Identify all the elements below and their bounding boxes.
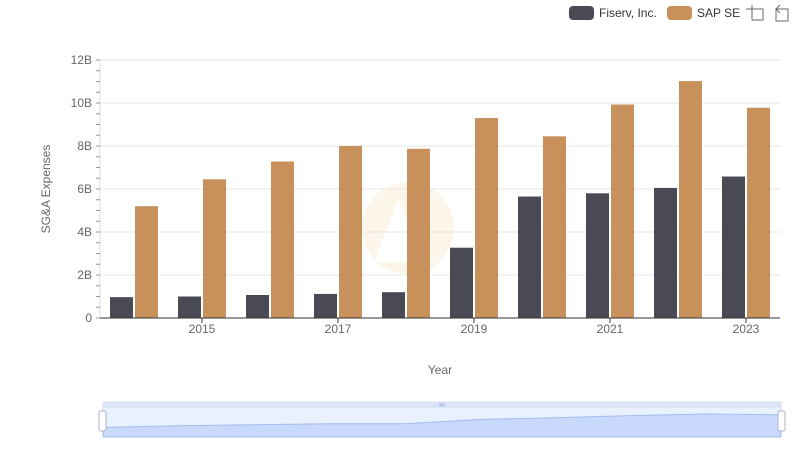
x-tick-label: 2021 bbox=[597, 322, 624, 336]
bar-fiserv-2014[interactable] bbox=[110, 297, 133, 318]
restore-icon[interactable] bbox=[775, 4, 789, 22]
y-tick-label: 12B bbox=[71, 53, 92, 67]
bar-fiserv-2020[interactable] bbox=[518, 196, 541, 318]
bar-sap-2022[interactable] bbox=[679, 81, 702, 318]
x-tick-label: 2019 bbox=[461, 322, 488, 336]
bar-sap-2014[interactable] bbox=[135, 206, 158, 318]
data-zoom-handle-left[interactable] bbox=[98, 410, 107, 432]
legend-item-sap[interactable]: SAP SE bbox=[667, 6, 740, 20]
legend-label-sap: SAP SE bbox=[697, 6, 740, 20]
y-axis: 0 2B 4B 6B 8B 10B 12B bbox=[71, 53, 101, 325]
data-zoom-slider[interactable] bbox=[98, 401, 786, 438]
bar-sap-2016[interactable] bbox=[271, 161, 294, 318]
bar-sap-2019[interactable] bbox=[475, 118, 498, 318]
legend-swatch-fiserv bbox=[569, 6, 594, 20]
y-axis-title: SG&A Expenses bbox=[39, 145, 53, 234]
x-tick-label: 2023 bbox=[733, 322, 760, 336]
bar-fiserv-2021[interactable] bbox=[586, 193, 609, 318]
y-tick-label: 8B bbox=[77, 139, 92, 153]
x-axis-title: Year bbox=[428, 363, 452, 377]
y-tick-label: 2B bbox=[77, 268, 92, 282]
zoom-icon[interactable] bbox=[746, 5, 764, 21]
legend-swatch-sap bbox=[667, 6, 692, 20]
y-tick-label: 0 bbox=[85, 311, 92, 325]
legend[interactable]: Fiserv, Inc. SAP SE bbox=[569, 6, 740, 20]
data-zoom-handle-right[interactable] bbox=[777, 410, 786, 432]
bar-fiserv-2019[interactable] bbox=[450, 247, 473, 318]
bars bbox=[110, 81, 770, 318]
bar-sap-2018[interactable] bbox=[407, 148, 430, 318]
x-tick-label: 2015 bbox=[189, 322, 216, 336]
bar-fiserv-2018[interactable] bbox=[382, 292, 405, 318]
y-tick-label: 6B bbox=[77, 182, 92, 196]
bar-sap-2021[interactable] bbox=[611, 104, 634, 318]
bar-fiserv-2023[interactable] bbox=[722, 176, 745, 318]
bar-fiserv-2016[interactable] bbox=[246, 294, 269, 318]
legend-item-fiserv[interactable]: Fiserv, Inc. bbox=[569, 6, 657, 20]
data-zoom-drag-grip-icon[interactable] bbox=[439, 403, 445, 407]
bar-sap-2015[interactable] bbox=[203, 179, 226, 318]
bar-fiserv-2015[interactable] bbox=[178, 296, 201, 319]
bar-sap-2023[interactable] bbox=[747, 107, 770, 318]
y-tick-label: 4B bbox=[77, 225, 92, 239]
y-tick-label: 10B bbox=[71, 96, 92, 110]
x-axis: 2015 2017 2019 2021 2023 bbox=[100, 317, 780, 336]
legend-label-fiserv: Fiserv, Inc. bbox=[599, 6, 657, 20]
bar-fiserv-2022[interactable] bbox=[654, 187, 677, 318]
x-tick-label: 2017 bbox=[325, 322, 352, 336]
bar-fiserv-2017[interactable] bbox=[314, 293, 337, 318]
bar-sap-2020[interactable] bbox=[543, 136, 566, 318]
bar-sap-2017[interactable] bbox=[339, 146, 362, 318]
